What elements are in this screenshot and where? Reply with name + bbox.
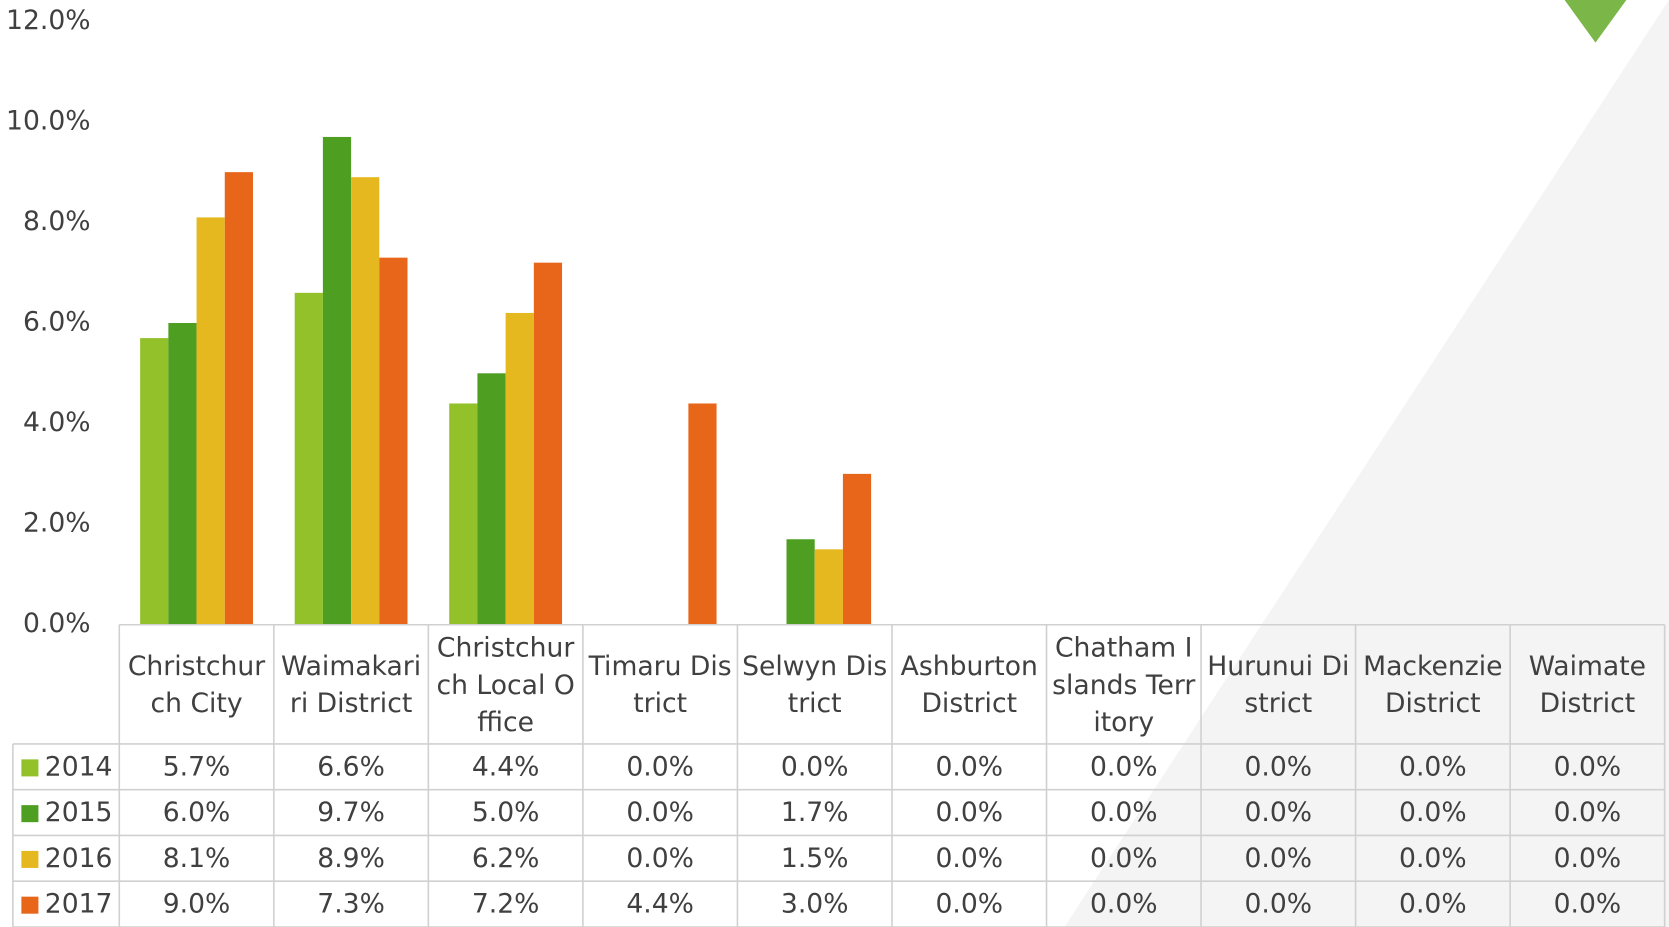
table-value: 0.0% bbox=[1399, 889, 1467, 920]
table-value: 0.0% bbox=[626, 751, 694, 782]
table-value: 1.7% bbox=[781, 797, 849, 828]
table-value: 5.7% bbox=[163, 751, 231, 782]
bar bbox=[814, 549, 843, 625]
y-tick-label: 0.0% bbox=[23, 608, 91, 639]
category-cell: Ashburton District bbox=[900, 650, 1038, 719]
y-tick-label: 10.0% bbox=[6, 105, 90, 136]
table-value: 0.0% bbox=[1090, 797, 1158, 828]
legend-swatch bbox=[21, 805, 39, 823]
bar bbox=[786, 539, 815, 625]
category-cell: Mackenzie District bbox=[1363, 650, 1503, 719]
table-value: 9.0% bbox=[163, 889, 231, 920]
x-tick-label: Waimakariri District bbox=[281, 650, 422, 719]
bar bbox=[168, 323, 197, 625]
table-value: 5.0% bbox=[472, 797, 540, 828]
corner-triangle bbox=[1564, 0, 1627, 43]
table-value: 0.0% bbox=[1554, 843, 1622, 874]
table-value: 1.5% bbox=[781, 843, 849, 874]
legend-label: 2016 bbox=[45, 843, 113, 874]
table-value: 4.4% bbox=[472, 751, 540, 782]
category-cell: Christchurch City bbox=[127, 650, 266, 719]
table-value: 6.2% bbox=[472, 843, 540, 874]
table-value: 0.0% bbox=[1554, 889, 1622, 920]
table-value: 0.0% bbox=[935, 889, 1003, 920]
table-value: 0.0% bbox=[935, 797, 1003, 828]
bar bbox=[533, 262, 563, 625]
table-value: 0.0% bbox=[1090, 843, 1158, 874]
table-value: 8.9% bbox=[317, 843, 385, 874]
category-cell: Waimate District bbox=[1528, 650, 1647, 719]
category-cell: Hurunui District bbox=[1207, 650, 1350, 719]
bar bbox=[294, 292, 323, 625]
bar bbox=[688, 403, 717, 625]
table-value: 9.7% bbox=[317, 797, 385, 828]
table-value: 0.0% bbox=[1090, 889, 1158, 920]
bar bbox=[224, 172, 253, 625]
x-tick-label: Timaru District bbox=[588, 650, 732, 719]
category-cell: Timaru District bbox=[588, 650, 732, 719]
bar bbox=[449, 403, 478, 625]
category-cell: Waimakariri District bbox=[281, 650, 422, 719]
y-tick-label: 4.0% bbox=[23, 407, 91, 438]
background-shape bbox=[1064, 0, 1669, 927]
table-value: 6.6% bbox=[317, 751, 385, 782]
legend-swatch bbox=[21, 850, 39, 868]
x-tick-label: Christchurch Local Office bbox=[436, 631, 575, 738]
table-value: 4.4% bbox=[626, 889, 694, 920]
legend-label: 2015 bbox=[45, 797, 113, 828]
bar bbox=[477, 373, 506, 625]
table-value: 0.0% bbox=[935, 843, 1003, 874]
table-value: 0.0% bbox=[781, 751, 849, 782]
x-tick-label: Ashburton District bbox=[900, 650, 1038, 719]
table-value: 0.0% bbox=[1554, 751, 1622, 782]
table-value: 0.0% bbox=[935, 751, 1003, 782]
bar bbox=[842, 473, 872, 625]
table-value: 0.0% bbox=[1245, 843, 1313, 874]
category-cell: Selwyn District bbox=[742, 650, 888, 719]
x-tick-label: Hurunui District bbox=[1207, 650, 1350, 719]
table-value: 6.0% bbox=[163, 797, 231, 828]
table-value: 0.0% bbox=[1245, 889, 1313, 920]
table-value: 3.0% bbox=[781, 889, 849, 920]
legend-label: 2017 bbox=[45, 889, 113, 920]
table-value: 0.0% bbox=[626, 797, 694, 828]
table-value: 0.0% bbox=[1399, 843, 1467, 874]
table-value: 0.0% bbox=[1399, 797, 1467, 828]
table-value: 0.0% bbox=[1399, 751, 1467, 782]
x-tick-label: Selwyn District bbox=[742, 650, 888, 719]
bar bbox=[140, 338, 169, 625]
legend-swatch bbox=[21, 759, 39, 777]
bar bbox=[379, 257, 408, 625]
table-value: 0.0% bbox=[1090, 751, 1158, 782]
legend-label: 2014 bbox=[45, 751, 113, 782]
table-value: 0.0% bbox=[1245, 797, 1313, 828]
table-value: 0.0% bbox=[626, 843, 694, 874]
bar bbox=[322, 136, 352, 625]
bar bbox=[351, 177, 380, 625]
category-cell: Chatham Islands Territory bbox=[1052, 631, 1196, 738]
y-tick-label: 6.0% bbox=[23, 307, 91, 338]
bar bbox=[505, 312, 534, 625]
table-value: 0.0% bbox=[1554, 797, 1622, 828]
table-value: 0.0% bbox=[1245, 751, 1313, 782]
table-value: 7.3% bbox=[317, 889, 385, 920]
y-tick-label: 2.0% bbox=[23, 508, 91, 539]
table-value: 8.1% bbox=[163, 843, 231, 874]
x-tick-label: Mackenzie District bbox=[1363, 650, 1503, 719]
y-tick-label: 12.0% bbox=[6, 5, 90, 36]
bar bbox=[196, 217, 225, 625]
x-tick-label: Christchurch City bbox=[127, 650, 266, 719]
table-value: 7.2% bbox=[472, 889, 540, 920]
y-tick-label: 8.0% bbox=[23, 206, 91, 237]
category-cell: Christchurch Local Office bbox=[436, 631, 575, 738]
x-tick-label: Chatham Islands Territory bbox=[1052, 631, 1196, 738]
x-tick-label: Waimate District bbox=[1528, 650, 1647, 719]
legend-swatch bbox=[21, 896, 39, 914]
